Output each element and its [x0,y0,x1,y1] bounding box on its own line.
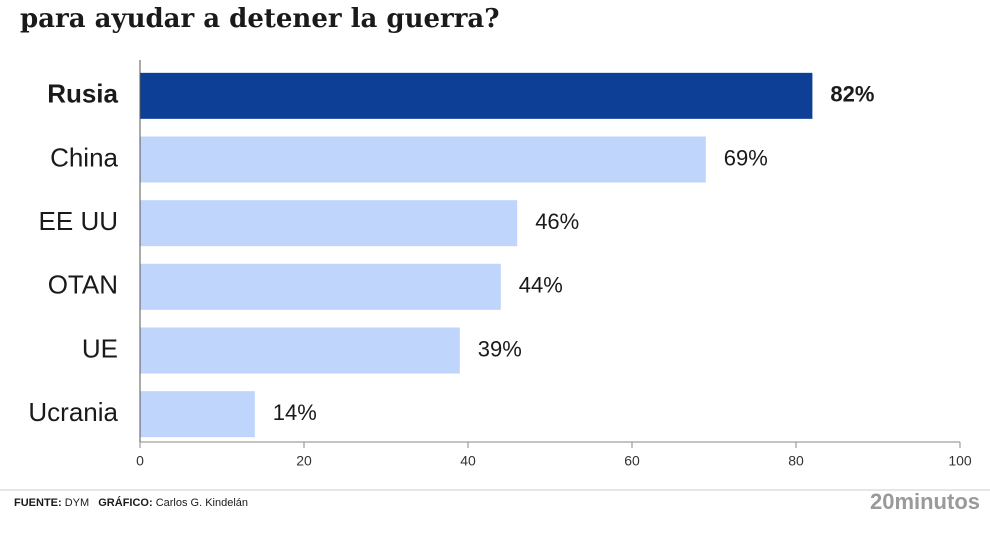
credit-label: GRÁFICO: [98,496,152,509]
value-label: 44% [519,273,563,298]
category-label: UE [82,333,118,363]
value-label: 14% [273,400,317,425]
bar [140,72,813,119]
x-tick-label: 80 [788,453,804,469]
brand: 20minutos [870,489,980,514]
chart-title: para ayudar a detener la guerra? [20,4,500,34]
value-label: 39% [478,336,522,361]
category-label: Rusia [47,79,118,109]
credit: Carlos G. Kindelán [156,497,248,509]
bar [140,391,255,438]
x-tick-label: 100 [948,453,972,469]
category-label: EE UU [39,206,118,236]
source: DYM [65,497,89,509]
category-label: Ucrania [28,397,118,427]
value-label: 82% [830,82,874,107]
value-label: 69% [724,145,768,170]
category-label: China [50,142,118,172]
bar [140,200,518,247]
x-tick-label: 0 [136,453,144,469]
source-label: FUENTE: [14,497,62,509]
x-tick-label: 20 [296,453,312,469]
x-tick-label: 60 [624,453,640,469]
value-label: 46% [535,209,579,234]
category-label: OTAN [48,270,118,300]
bar [140,263,501,310]
footer: FUENTE: DYM GRÁFICO: Carlos G. Kindelán [14,496,248,509]
bar [140,136,706,183]
bar [140,327,460,374]
x-tick-label: 40 [460,453,476,469]
